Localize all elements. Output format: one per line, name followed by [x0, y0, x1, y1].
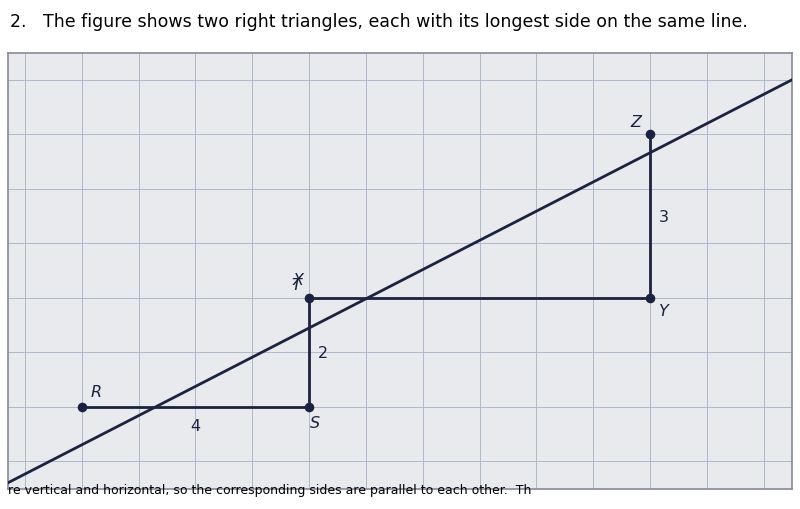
Text: 4: 4 [190, 418, 201, 433]
Text: Y: Y [658, 304, 668, 319]
Text: X: X [293, 272, 303, 288]
Text: 3: 3 [658, 209, 669, 224]
Text: T: T [291, 278, 301, 293]
Point [302, 294, 315, 302]
Point [643, 294, 656, 302]
Text: R: R [90, 384, 102, 399]
Text: Z: Z [630, 115, 642, 130]
Point [643, 131, 656, 139]
Text: 2.   The figure shows two right triangles, each with its longest side on the sam: 2. The figure shows two right triangles,… [10, 13, 747, 31]
Text: 2: 2 [318, 345, 328, 360]
Text: re vertical and horizontal, so the corresponding sides are parallel to each othe: re vertical and horizontal, so the corre… [8, 484, 531, 496]
Point [75, 403, 88, 411]
Point [302, 403, 315, 411]
Text: S: S [310, 415, 320, 430]
